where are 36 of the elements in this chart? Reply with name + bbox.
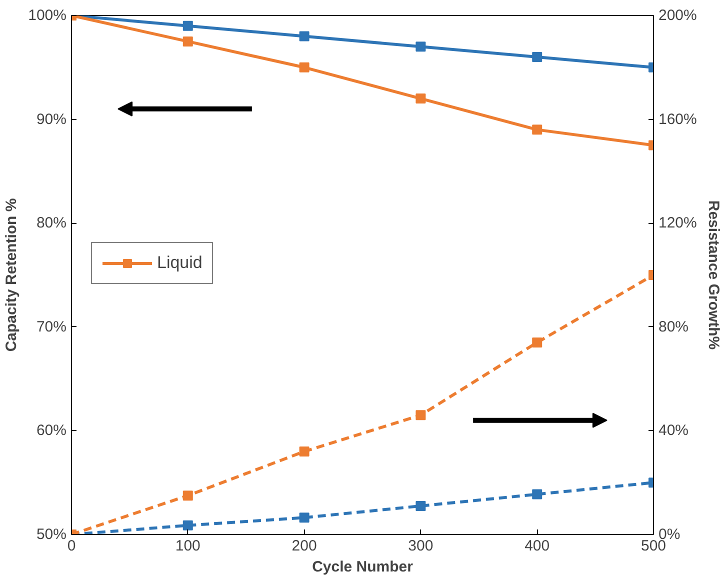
y2-axis-title: Resistance Growth% [704,200,722,350]
y-axis-title: Capacity Retention % [3,198,20,352]
x-tick-label: 100 [175,538,200,554]
point [182,20,193,31]
point [182,36,193,46]
y-tick-label: 50% [36,526,67,543]
y2-tick-label: 40% [658,422,689,440]
x-tick-label: 200 [292,538,317,554]
x-tick-label: 300 [408,538,434,554]
y2-tick-label: 120% [658,214,697,232]
point [532,489,542,500]
y2-tick-label: 80% [658,318,689,336]
point [182,490,193,501]
point [532,52,542,62]
point [299,512,310,523]
point [299,446,310,456]
y-tick-label: 70% [36,318,67,336]
legend-label: Liquid [157,253,202,273]
y2-tick-label: 160% [658,110,697,128]
y2-tick-label: 200% [658,7,697,24]
y-tick-label: 80% [36,214,67,232]
point [299,31,310,42]
x-tick-label: 0 [67,538,76,554]
point [532,337,542,348]
x-axis-title: Cycle Number [312,558,414,576]
point [416,410,426,420]
point [416,500,426,511]
point [416,42,426,52]
y-tick-label: 60% [36,422,67,440]
point [532,124,542,135]
point [299,62,310,72]
x-tick-label: 400 [524,538,550,554]
y-tick-label: 100% [28,7,67,24]
point [416,94,426,104]
y-tick-label: 90% [36,110,67,128]
point [182,520,193,530]
